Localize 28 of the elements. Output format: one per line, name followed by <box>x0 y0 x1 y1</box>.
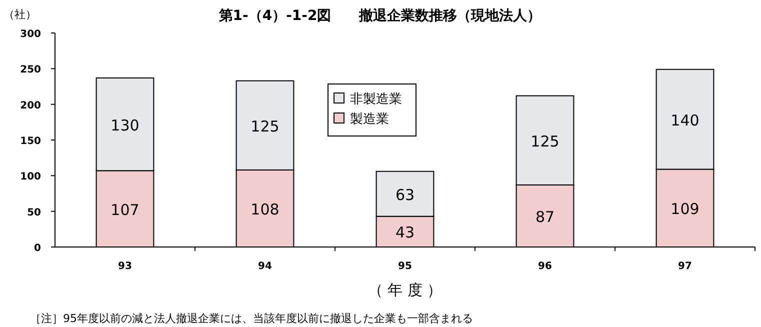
data-label: 87 <box>535 208 555 226</box>
data-label: 108 <box>250 200 280 218</box>
data-label: 63 <box>395 186 415 204</box>
y-tick-label: 300 <box>20 29 42 40</box>
x-tick-label: 96 <box>538 261 552 272</box>
data-label: 140 <box>670 111 700 130</box>
x-tick-label: 94 <box>258 261 272 272</box>
y-tick-label: 200 <box>20 100 42 112</box>
chart-title: 第1-（4）-1-2図 撤退企業数推移（現地法人） <box>218 7 542 24</box>
data-label: 125 <box>250 117 280 136</box>
data-label: 130 <box>110 116 140 134</box>
y-tick-label: 100 <box>20 172 42 183</box>
y-axis-title: （社） <box>4 8 36 21</box>
y-tick-label: 150 <box>20 136 42 147</box>
y-tick-label: 250 <box>20 64 42 76</box>
text: ［注］95年度以前の減と法人撤退企業には、当該年度以前に撤退した企業も一部含まれる <box>30 312 473 325</box>
x-axis-title: （ 年 度 ） <box>368 281 442 299</box>
legend-label: 製造業 <box>350 112 389 127</box>
x-tick-label: 93 <box>118 261 132 272</box>
data-label: 43 <box>395 224 415 242</box>
x-tick-label: 95 <box>398 261 412 272</box>
x-tick-label: 97 <box>678 261 692 272</box>
y-tick-label: 50 <box>27 207 42 218</box>
data-label: 107 <box>110 200 140 219</box>
y-tick-label: 0 <box>34 243 42 254</box>
legend-label: 非製造業 <box>350 92 402 107</box>
data-label: 125 <box>530 132 560 150</box>
data-label: 109 <box>670 200 700 218</box>
